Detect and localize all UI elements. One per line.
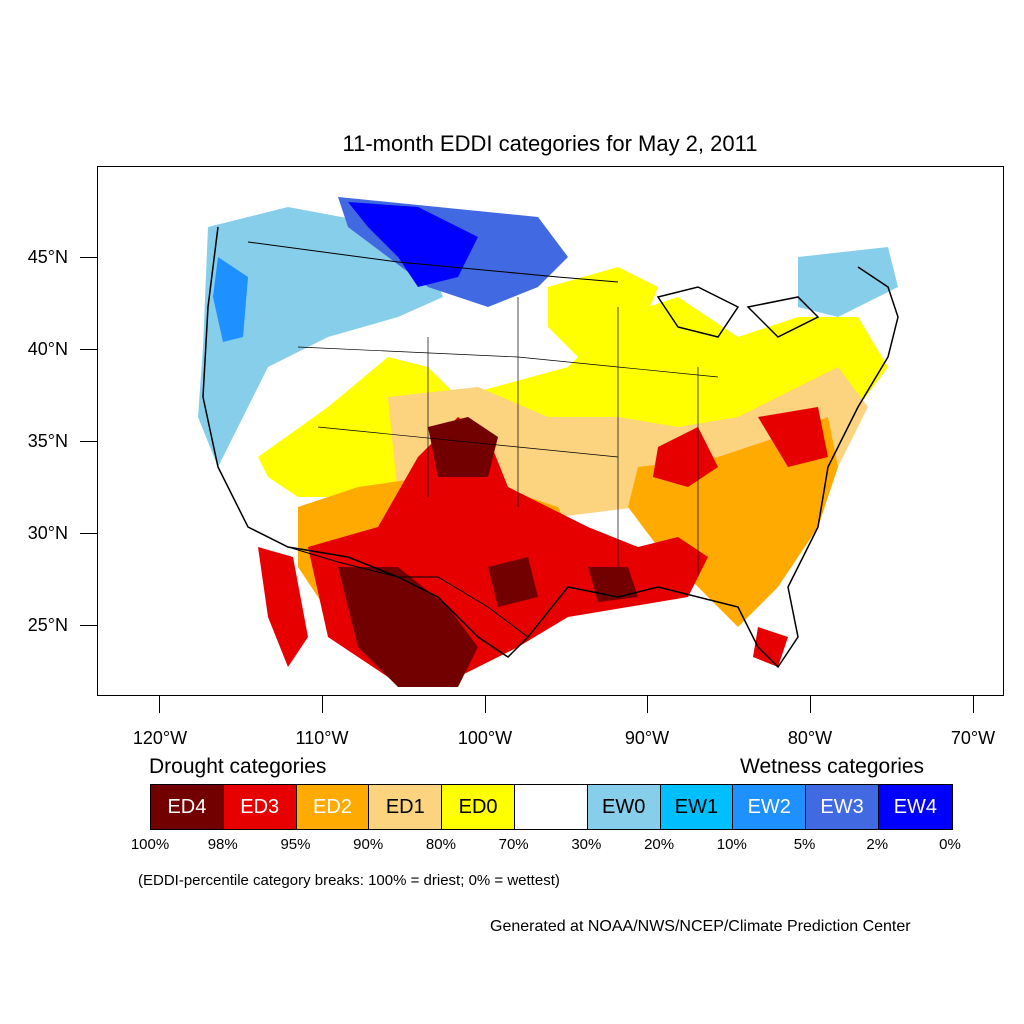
category-note: (EDDI-percentile category breaks: 100% =…: [138, 872, 560, 889]
state-borders: [297, 297, 719, 577]
legend-cell-ew3: EW3: [806, 785, 879, 829]
canada-border: [247, 241, 619, 283]
legend-cell-ed2: ED2: [296, 785, 370, 829]
us-outline: [202, 226, 899, 669]
y-tick-45n: [80, 257, 97, 258]
region-ed3-florida: [753, 627, 788, 667]
y-axis-label-30n: 30°N: [27, 523, 68, 543]
x-axis-label-120w: 120°W: [132, 728, 188, 748]
x-tick-120w: [159, 696, 160, 713]
legend-cell-ed1: ED1: [369, 785, 443, 829]
mexico-border: [287, 546, 529, 638]
region-ew0-northwest: [198, 207, 443, 467]
break-label: 20%: [644, 836, 675, 853]
eddi-map: [97, 166, 1004, 696]
break-label: 80%: [425, 836, 456, 853]
drought-categories-heading: Drought categories: [149, 755, 327, 778]
break-label: 30%: [571, 836, 602, 853]
wetness-categories-heading: Wetness categories: [740, 755, 925, 778]
region-ed0-north: [548, 267, 658, 357]
x-tick-90w: [647, 696, 648, 713]
break-label: 10%: [716, 836, 747, 853]
legend-cell-ew0: EW0: [587, 785, 661, 829]
y-axis-label-35n: 35°N: [27, 431, 68, 451]
legend-cell-ew1: EW1: [660, 785, 734, 829]
great-lakes: [656, 286, 820, 338]
legend-cell-ew2: EW2: [733, 785, 807, 829]
y-axis-label-40n: 40°N: [27, 339, 68, 359]
break-label: 95%: [280, 836, 311, 853]
break-label: 100%: [130, 836, 170, 853]
legend-cell-ed3: ED3: [223, 785, 297, 829]
x-tick-100w: [485, 696, 486, 713]
region-ed4-mexico: [338, 567, 478, 687]
y-tick-25n: [80, 625, 97, 626]
x-axis-label-90w: 90°W: [624, 728, 670, 748]
coastlines-and-borders: [202, 226, 899, 669]
legend-cell-neutral: [514, 785, 588, 829]
x-tick-70w: [973, 696, 974, 713]
legend-cell-ed0: ED0: [442, 785, 515, 829]
legend-cell-ed4: ED4: [151, 785, 224, 829]
region-ed4-texas-panhandle: [428, 417, 498, 477]
break-label: 90%: [353, 836, 384, 853]
map-title: 11-month EDDI categories for May 2, 2011: [342, 131, 758, 156]
region-ed3-baja: [258, 547, 308, 667]
eddi-map-canvas: [198, 197, 899, 687]
x-tick-80w: [810, 696, 811, 713]
break-label: 98%: [207, 836, 238, 853]
x-axis-label-80w: 80°W: [787, 728, 833, 748]
y-tick-35n: [80, 441, 97, 442]
category-legend: ED4 ED3 ED2 ED1 ED0 EW0 EW1 EW2 EW3 EW4: [150, 784, 953, 830]
break-label: 0%: [939, 836, 961, 853]
break-label: 2%: [866, 836, 889, 853]
x-tick-110w: [322, 696, 323, 713]
y-axis-label-45n: 45°N: [27, 247, 68, 267]
x-axis-label-110w: 110°W: [295, 728, 349, 748]
region-ew0-northeast: [798, 247, 898, 317]
region-ew2-pacific: [213, 257, 248, 342]
y-tick-30n: [80, 533, 97, 534]
region-ew4-montana: [348, 202, 478, 287]
x-axis-label-100w: 100°W: [457, 728, 513, 748]
y-axis-label-25n: 25°N: [27, 615, 68, 635]
region-ed3-tennessee: [653, 427, 718, 487]
y-tick-40n: [80, 349, 97, 350]
break-label: 70%: [498, 836, 529, 853]
break-label: 5%: [793, 836, 816, 853]
region-ed3-carolinas: [758, 407, 828, 467]
credit-line: Generated at NOAA/NWS/NCEP/Climate Predi…: [490, 918, 911, 935]
x-axis-label-70w: 70°W: [950, 728, 996, 748]
region-ed4-west-texas: [488, 557, 538, 607]
legend-cell-ew4: EW4: [878, 785, 952, 829]
